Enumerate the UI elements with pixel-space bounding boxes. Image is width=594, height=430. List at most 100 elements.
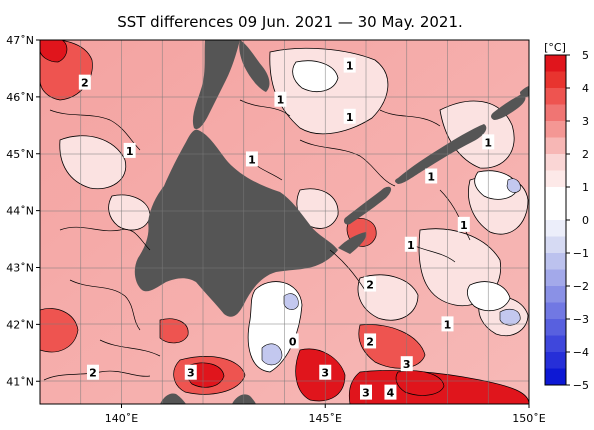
contour-label-text: 2 xyxy=(89,367,97,380)
contour-label-background xyxy=(482,134,495,150)
contour-label-text: 4 xyxy=(387,387,395,400)
contour-label: 1 xyxy=(343,108,356,124)
contour-label: 2 xyxy=(86,364,99,380)
colorbar-cell xyxy=(545,302,566,320)
colorbar: [°C] 5 4 3 2 1 0 −1 −2 −3 −4 −5 xyxy=(544,41,589,392)
contour-label: 2 xyxy=(364,333,377,349)
colorbar-tick-label: 0 xyxy=(582,214,589,227)
contour-label-text: 1 xyxy=(248,153,256,166)
contour-label: 3 xyxy=(184,364,197,380)
contour-label-text: 1 xyxy=(444,318,452,331)
lon-tick-label: 140˚E xyxy=(105,412,138,425)
colorbar-tick-label: 2 xyxy=(582,148,589,161)
lat-tick-label: 44˚N xyxy=(6,205,34,218)
contour-label-background xyxy=(184,364,197,380)
contour-label-background xyxy=(404,236,417,252)
contour-label-text: 1 xyxy=(277,94,285,107)
colorbar-cell xyxy=(545,368,566,386)
colorbar-cell xyxy=(545,319,566,336)
honshu-land xyxy=(160,393,186,404)
colorbar-tick-label: −2 xyxy=(573,280,589,293)
contour-label: 1 xyxy=(457,216,470,232)
colorbar-cell xyxy=(545,154,566,171)
colorbar-tick-label: −4 xyxy=(573,346,589,359)
contour-label-background xyxy=(360,384,372,400)
colorbar-cell xyxy=(545,170,566,188)
contour-label-text: 1 xyxy=(427,171,435,184)
contour-label-background xyxy=(384,384,397,400)
contour-label-background xyxy=(123,142,136,158)
contour-label: 1 xyxy=(425,168,438,184)
contour-label: 1 xyxy=(441,316,454,332)
contour-label-text: 3 xyxy=(187,367,195,380)
map-area: 2 1 1 1 1 1 1 1 1 1 2 1 0 2 3 2 3 3 3 4 xyxy=(40,40,529,404)
contour-label-text: 1 xyxy=(346,111,354,124)
colorbar-cells xyxy=(545,55,566,386)
colorbar-cell xyxy=(545,236,566,254)
colorbar-cell xyxy=(545,203,566,221)
contour-lines xyxy=(43,99,471,381)
contour-label: 3 xyxy=(319,364,332,380)
contour-label-text: 1 xyxy=(407,239,415,252)
kuril-islands-land xyxy=(343,186,392,225)
contour-label-text: 3 xyxy=(362,387,370,400)
contour-label-background xyxy=(319,364,332,380)
colorbar-ticks: 5 4 3 2 1 0 −1 −2 −3 −4 −5 xyxy=(566,49,589,392)
colorbar-cell xyxy=(545,335,566,353)
contour-label-background xyxy=(364,276,377,292)
colorbar-cell xyxy=(545,71,566,89)
contour-label-background xyxy=(245,151,258,167)
colorbar-unit: [°C] xyxy=(544,41,566,54)
lon-tick-label: 145˚E xyxy=(309,412,342,425)
lat-tick-label: 42˚N xyxy=(6,318,34,331)
lat-tick-label: 46˚N xyxy=(6,91,34,104)
map-frame xyxy=(39,39,530,405)
colorbar-tick-label: 4 xyxy=(582,82,589,95)
colorbar-tick-label: −3 xyxy=(573,313,589,326)
lat-tick-label: 43˚N xyxy=(6,262,34,275)
contour-label-background xyxy=(457,216,470,232)
map-title: SST differences 09 Jun. 2021 — 30 May. 2… xyxy=(117,13,463,31)
contour-label-text: 1 xyxy=(126,145,134,158)
graticule xyxy=(40,40,529,404)
colorbar-tick-label: 3 xyxy=(582,115,589,128)
contour-label: 4 xyxy=(384,384,397,400)
contour-label: 1 xyxy=(274,91,287,107)
contour-label-text: 0 xyxy=(289,335,297,348)
contour-label: 3 xyxy=(360,384,372,400)
lat-tick-label: 41˚N xyxy=(6,375,34,388)
contour-label-background xyxy=(274,91,287,107)
contour-label-text: 3 xyxy=(403,358,411,371)
lon-tick-label: 150˚E xyxy=(512,412,545,425)
contour-label-text: 1 xyxy=(484,136,492,149)
contour-label-text: 2 xyxy=(366,279,374,292)
contour-labels: 2 1 1 1 1 1 1 1 1 1 2 1 0 2 3 2 3 3 3 4 xyxy=(78,57,495,400)
contour-label-text: 1 xyxy=(460,219,468,232)
colorbar-cell xyxy=(545,88,566,105)
contour-label-background xyxy=(400,356,413,372)
contour-label-background xyxy=(78,74,91,90)
contour-label: 1 xyxy=(404,236,417,252)
contour-label-background xyxy=(343,108,356,124)
contour-label: 1 xyxy=(343,57,356,73)
contour-label-background xyxy=(441,316,454,332)
colorbar-cell xyxy=(545,121,566,138)
contour-label-background xyxy=(425,168,438,184)
colorbar-cell xyxy=(545,55,566,72)
contour-label: 1 xyxy=(482,134,495,150)
colorbar-cell xyxy=(545,352,566,369)
colorbar-tick-label: 1 xyxy=(582,181,589,194)
contour-label: 2 xyxy=(364,276,377,292)
colorbar-tick-label: −5 xyxy=(573,379,589,392)
lat-tick-label: 47˚N xyxy=(6,34,34,47)
contour-label: 2 xyxy=(78,74,91,90)
contour-label: 0 xyxy=(286,333,299,349)
sst-near-zero-patches xyxy=(247,60,519,373)
contour-label: 1 xyxy=(245,151,258,167)
hokkaido-land xyxy=(134,129,338,317)
colorbar-cell xyxy=(545,253,566,270)
contour-label: 3 xyxy=(400,356,413,372)
contour-label-background xyxy=(364,333,377,349)
contour-label-background xyxy=(343,57,356,73)
